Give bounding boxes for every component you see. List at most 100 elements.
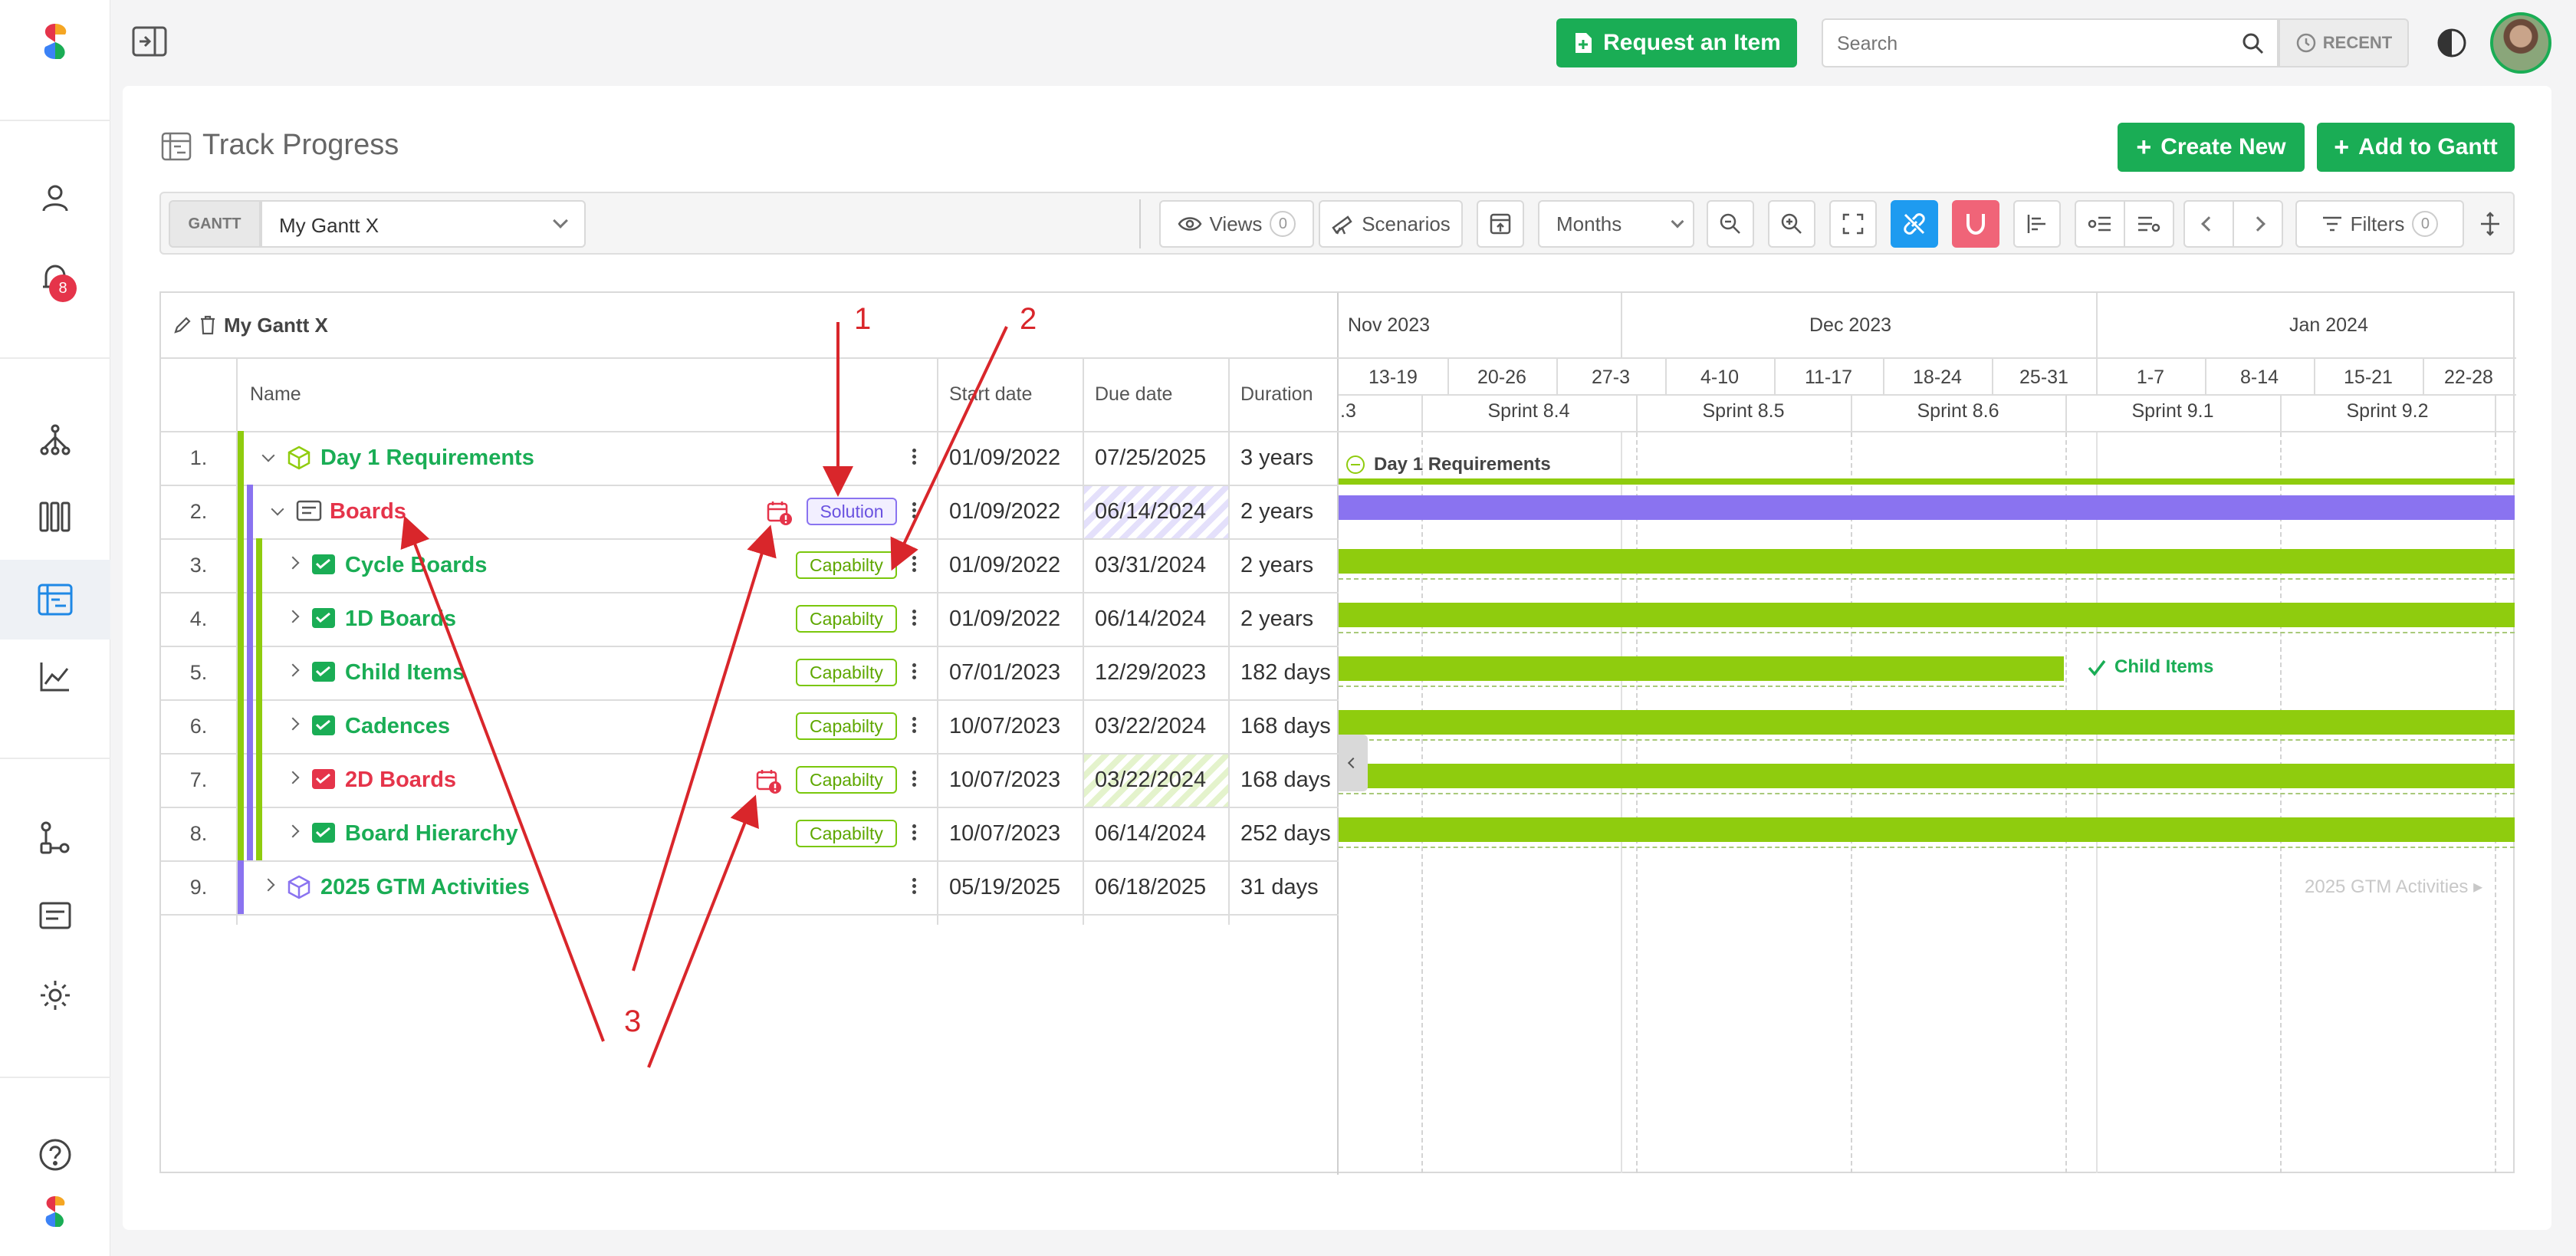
row-menu-icon[interactable] (912, 661, 917, 682)
calendar-alert-icon[interactable] (767, 500, 793, 526)
row-menu-icon[interactable] (912, 822, 917, 843)
gear-icon[interactable] (32, 972, 78, 1018)
due-date-cell[interactable]: 06/14/2024 (1095, 820, 1207, 846)
due-date-cell[interactable]: 03/22/2024 (1095, 713, 1207, 738)
column-header-duration[interactable]: Duration (1240, 383, 1313, 405)
duration-cell[interactable]: 2 years (1240, 606, 1314, 631)
duration-cell[interactable]: 168 days (1240, 713, 1331, 738)
duration-cell[interactable]: 3 years (1240, 445, 1314, 470)
row-name[interactable]: Board Hierarchy (345, 820, 518, 846)
duration-cell[interactable]: 182 days (1240, 659, 1331, 685)
gantt-bar-cadences[interactable] (1339, 710, 2515, 735)
avatar[interactable] (2490, 12, 2551, 74)
row-menu-icon[interactable] (912, 446, 917, 467)
app-logo[interactable] (32, 18, 78, 64)
user-icon[interactable] (32, 175, 78, 221)
summary-bar[interactable] (1339, 478, 2515, 485)
split-divider[interactable] (1337, 293, 1339, 1175)
gantt-bar-board-hierarchy[interactable] (1339, 817, 2515, 842)
help-icon[interactable] (32, 1132, 78, 1178)
due-date-cell[interactable]: 03/22/2024 (1095, 767, 1207, 792)
add-to-gantt-button[interactable]: + Add to Gantt (2317, 123, 2515, 172)
bell-icon[interactable]: 8 (32, 256, 78, 302)
resize-icon[interactable] (2478, 212, 2502, 236)
fullscreen-button[interactable] (1829, 200, 1877, 248)
column-header-name[interactable]: Name (250, 383, 301, 405)
search-input[interactable] (1837, 29, 2205, 58)
start-date-cell[interactable]: 07/01/2023 (949, 659, 1061, 685)
gantt-bar-1d-boards[interactable] (1339, 603, 2515, 627)
gantt-icon[interactable] (32, 577, 78, 623)
row-name[interactable]: Child Items (345, 659, 465, 685)
column-header-start[interactable]: Start date (949, 383, 1033, 405)
due-date-cell[interactable]: 12/29/2023 (1095, 659, 1207, 685)
app-logo-bottom[interactable] (32, 1189, 78, 1235)
zoom-in-button[interactable] (1768, 200, 1815, 248)
row-menu-icon[interactable] (912, 715, 917, 735)
duration-cell[interactable]: 31 days (1240, 874, 1319, 899)
create-new-button[interactable]: + Create New (2118, 123, 2305, 172)
start-date-cell[interactable]: 10/07/2023 (949, 820, 1061, 846)
start-date-cell[interactable]: 01/09/2022 (949, 445, 1061, 470)
gantt-select[interactable]: My Gantt X (261, 200, 586, 248)
views-button[interactable]: Views 0 (1159, 200, 1314, 248)
duration-cell[interactable]: 168 days (1240, 767, 1331, 792)
due-date-cell[interactable]: 06/18/2025 (1095, 874, 1207, 899)
recent-button[interactable]: RECENT (2279, 18, 2409, 67)
start-date-cell[interactable]: 10/07/2023 (949, 767, 1061, 792)
indent-button[interactable] (2075, 200, 2125, 248)
start-date-cell[interactable]: 05/19/2025 (949, 874, 1061, 899)
scenarios-button[interactable]: Scenarios (1319, 200, 1463, 248)
chart-line-icon[interactable] (32, 653, 78, 699)
row-menu-icon[interactable] (912, 768, 917, 789)
row-name[interactable]: 2025 GTM Activities (320, 874, 530, 899)
board-columns-icon[interactable] (32, 494, 78, 540)
collapse-summary-icon[interactable] (1346, 455, 1365, 474)
next-button[interactable] (2233, 200, 2283, 248)
column-header-due[interactable]: Due date (1095, 383, 1173, 405)
scale-select[interactable]: Months (1538, 200, 1694, 248)
workflow-icon[interactable] (32, 814, 78, 860)
row-name[interactable]: 2D Boards (345, 767, 457, 792)
trash-icon[interactable] (199, 315, 216, 335)
card-icon[interactable] (32, 893, 78, 939)
row-name[interactable]: Day 1 Requirements (320, 445, 534, 470)
calendar-alert-icon[interactable] (756, 768, 782, 794)
due-date-cell[interactable]: 03/31/2024 (1095, 552, 1207, 577)
row-name[interactable]: Cadences (345, 713, 451, 738)
pencil-icon[interactable] (173, 316, 192, 334)
row-menu-icon[interactable] (912, 876, 917, 896)
search-icon[interactable] (2242, 32, 2265, 55)
expand-sidebar-icon[interactable] (132, 26, 167, 57)
due-date-cell[interactable]: 06/14/2024 (1095, 606, 1207, 631)
row-name[interactable]: Cycle Boards (345, 552, 488, 577)
request-item-button[interactable]: Request an Item (1556, 18, 1797, 67)
row-menu-icon[interactable] (912, 500, 917, 521)
export-button[interactable] (1477, 200, 1524, 248)
duration-cell[interactable]: 2 years (1240, 498, 1314, 524)
row-name[interactable]: Boards (330, 498, 406, 524)
magnet-toggle[interactable] (1952, 200, 1999, 248)
start-date-cell[interactable]: 01/09/2022 (949, 606, 1061, 631)
dependencies-toggle[interactable] (1891, 200, 1938, 248)
collapse-panel-handle[interactable] (1339, 735, 1368, 791)
gantt-bar-boards[interactable] (1339, 495, 2515, 520)
gantt-bar-2d-boards[interactable] (1339, 764, 2515, 788)
due-date-cell[interactable]: 07/25/2025 (1095, 445, 1207, 470)
row-menu-icon[interactable] (912, 607, 917, 628)
gantt-bar-child-items[interactable] (1339, 656, 2064, 681)
start-date-cell[interactable]: 10/07/2023 (949, 713, 1061, 738)
due-date-cell[interactable]: 06/14/2024 (1095, 498, 1207, 524)
filters-button[interactable]: Filters 0 (2295, 200, 2464, 248)
start-date-cell[interactable]: 01/09/2022 (949, 498, 1061, 524)
list-settings-button[interactable] (2124, 200, 2174, 248)
duration-cell[interactable]: 252 days (1240, 820, 1331, 846)
align-button[interactable] (2013, 200, 2061, 248)
hierarchy-icon[interactable] (32, 417, 78, 463)
duration-cell[interactable]: 2 years (1240, 552, 1314, 577)
zoom-out-button[interactable] (1707, 200, 1754, 248)
gantt-bar-cycle-boards[interactable] (1339, 549, 2515, 574)
row-name[interactable]: 1D Boards (345, 606, 457, 631)
start-date-cell[interactable]: 01/09/2022 (949, 552, 1061, 577)
theme-toggle-icon[interactable] (2436, 28, 2467, 58)
